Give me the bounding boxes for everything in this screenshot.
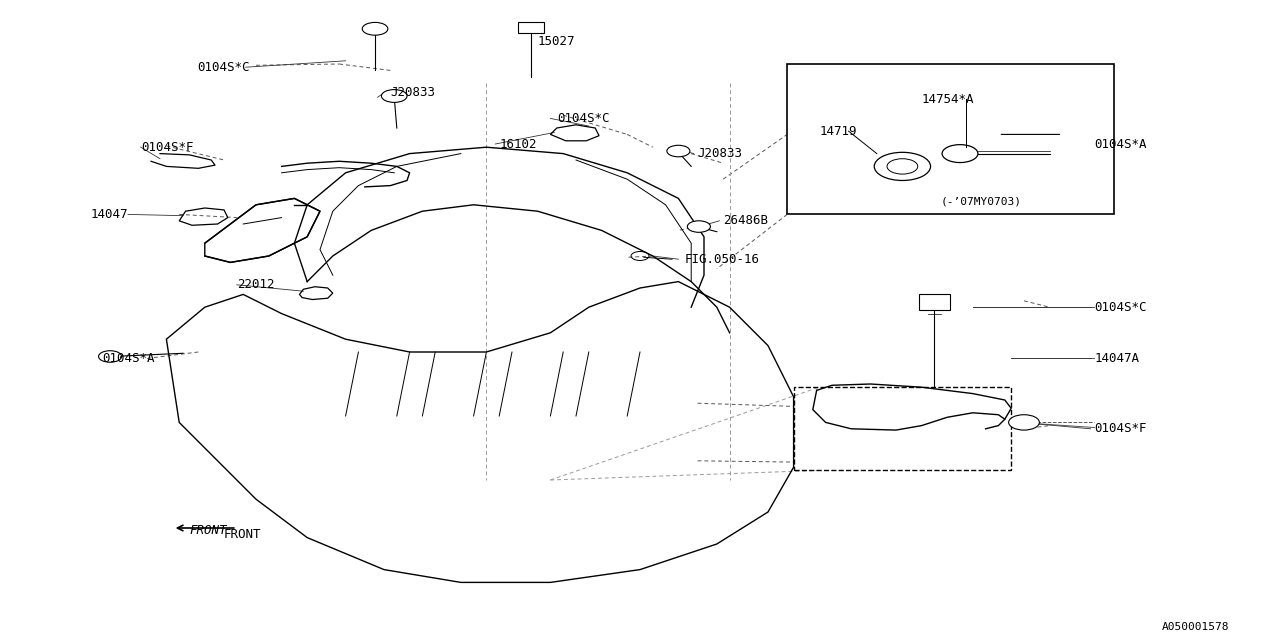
Text: 14754*A: 14754*A	[922, 93, 974, 106]
Text: 14047: 14047	[91, 208, 128, 221]
Text: 22012: 22012	[237, 278, 274, 291]
Text: 14719: 14719	[819, 125, 856, 138]
Text: (-’07MY0703): (-’07MY0703)	[941, 196, 1021, 207]
Bar	[919, 294, 950, 310]
Text: 26486B: 26486B	[723, 214, 768, 227]
Text: J20833: J20833	[698, 147, 742, 160]
Bar	[787, 64, 1114, 214]
Text: 15027: 15027	[538, 35, 575, 48]
Text: FIG.050-16: FIG.050-16	[685, 253, 760, 266]
Text: 0104S*C: 0104S*C	[197, 61, 250, 74]
Text: 0104S*A: 0104S*A	[1094, 138, 1147, 150]
Text: FRONT: FRONT	[224, 528, 261, 541]
Circle shape	[687, 221, 710, 232]
Text: 0104S*C: 0104S*C	[1094, 301, 1147, 314]
Text: J20833: J20833	[390, 86, 435, 99]
Text: 0104S*C: 0104S*C	[557, 112, 609, 125]
Circle shape	[362, 22, 388, 35]
Text: A050001578: A050001578	[1161, 622, 1229, 632]
Circle shape	[99, 351, 122, 362]
Text: 0104S*F: 0104S*F	[141, 141, 193, 154]
Text: FRONT: FRONT	[189, 524, 227, 538]
Text: 16102: 16102	[499, 138, 536, 150]
Bar	[794, 387, 1011, 470]
Text: 14047A: 14047A	[1094, 352, 1139, 365]
Text: 0104S*A: 0104S*A	[102, 352, 155, 365]
Text: 0104S*F: 0104S*F	[1094, 422, 1147, 435]
Circle shape	[667, 145, 690, 157]
Bar	[518, 22, 544, 33]
Circle shape	[1009, 415, 1039, 430]
Circle shape	[381, 90, 407, 102]
